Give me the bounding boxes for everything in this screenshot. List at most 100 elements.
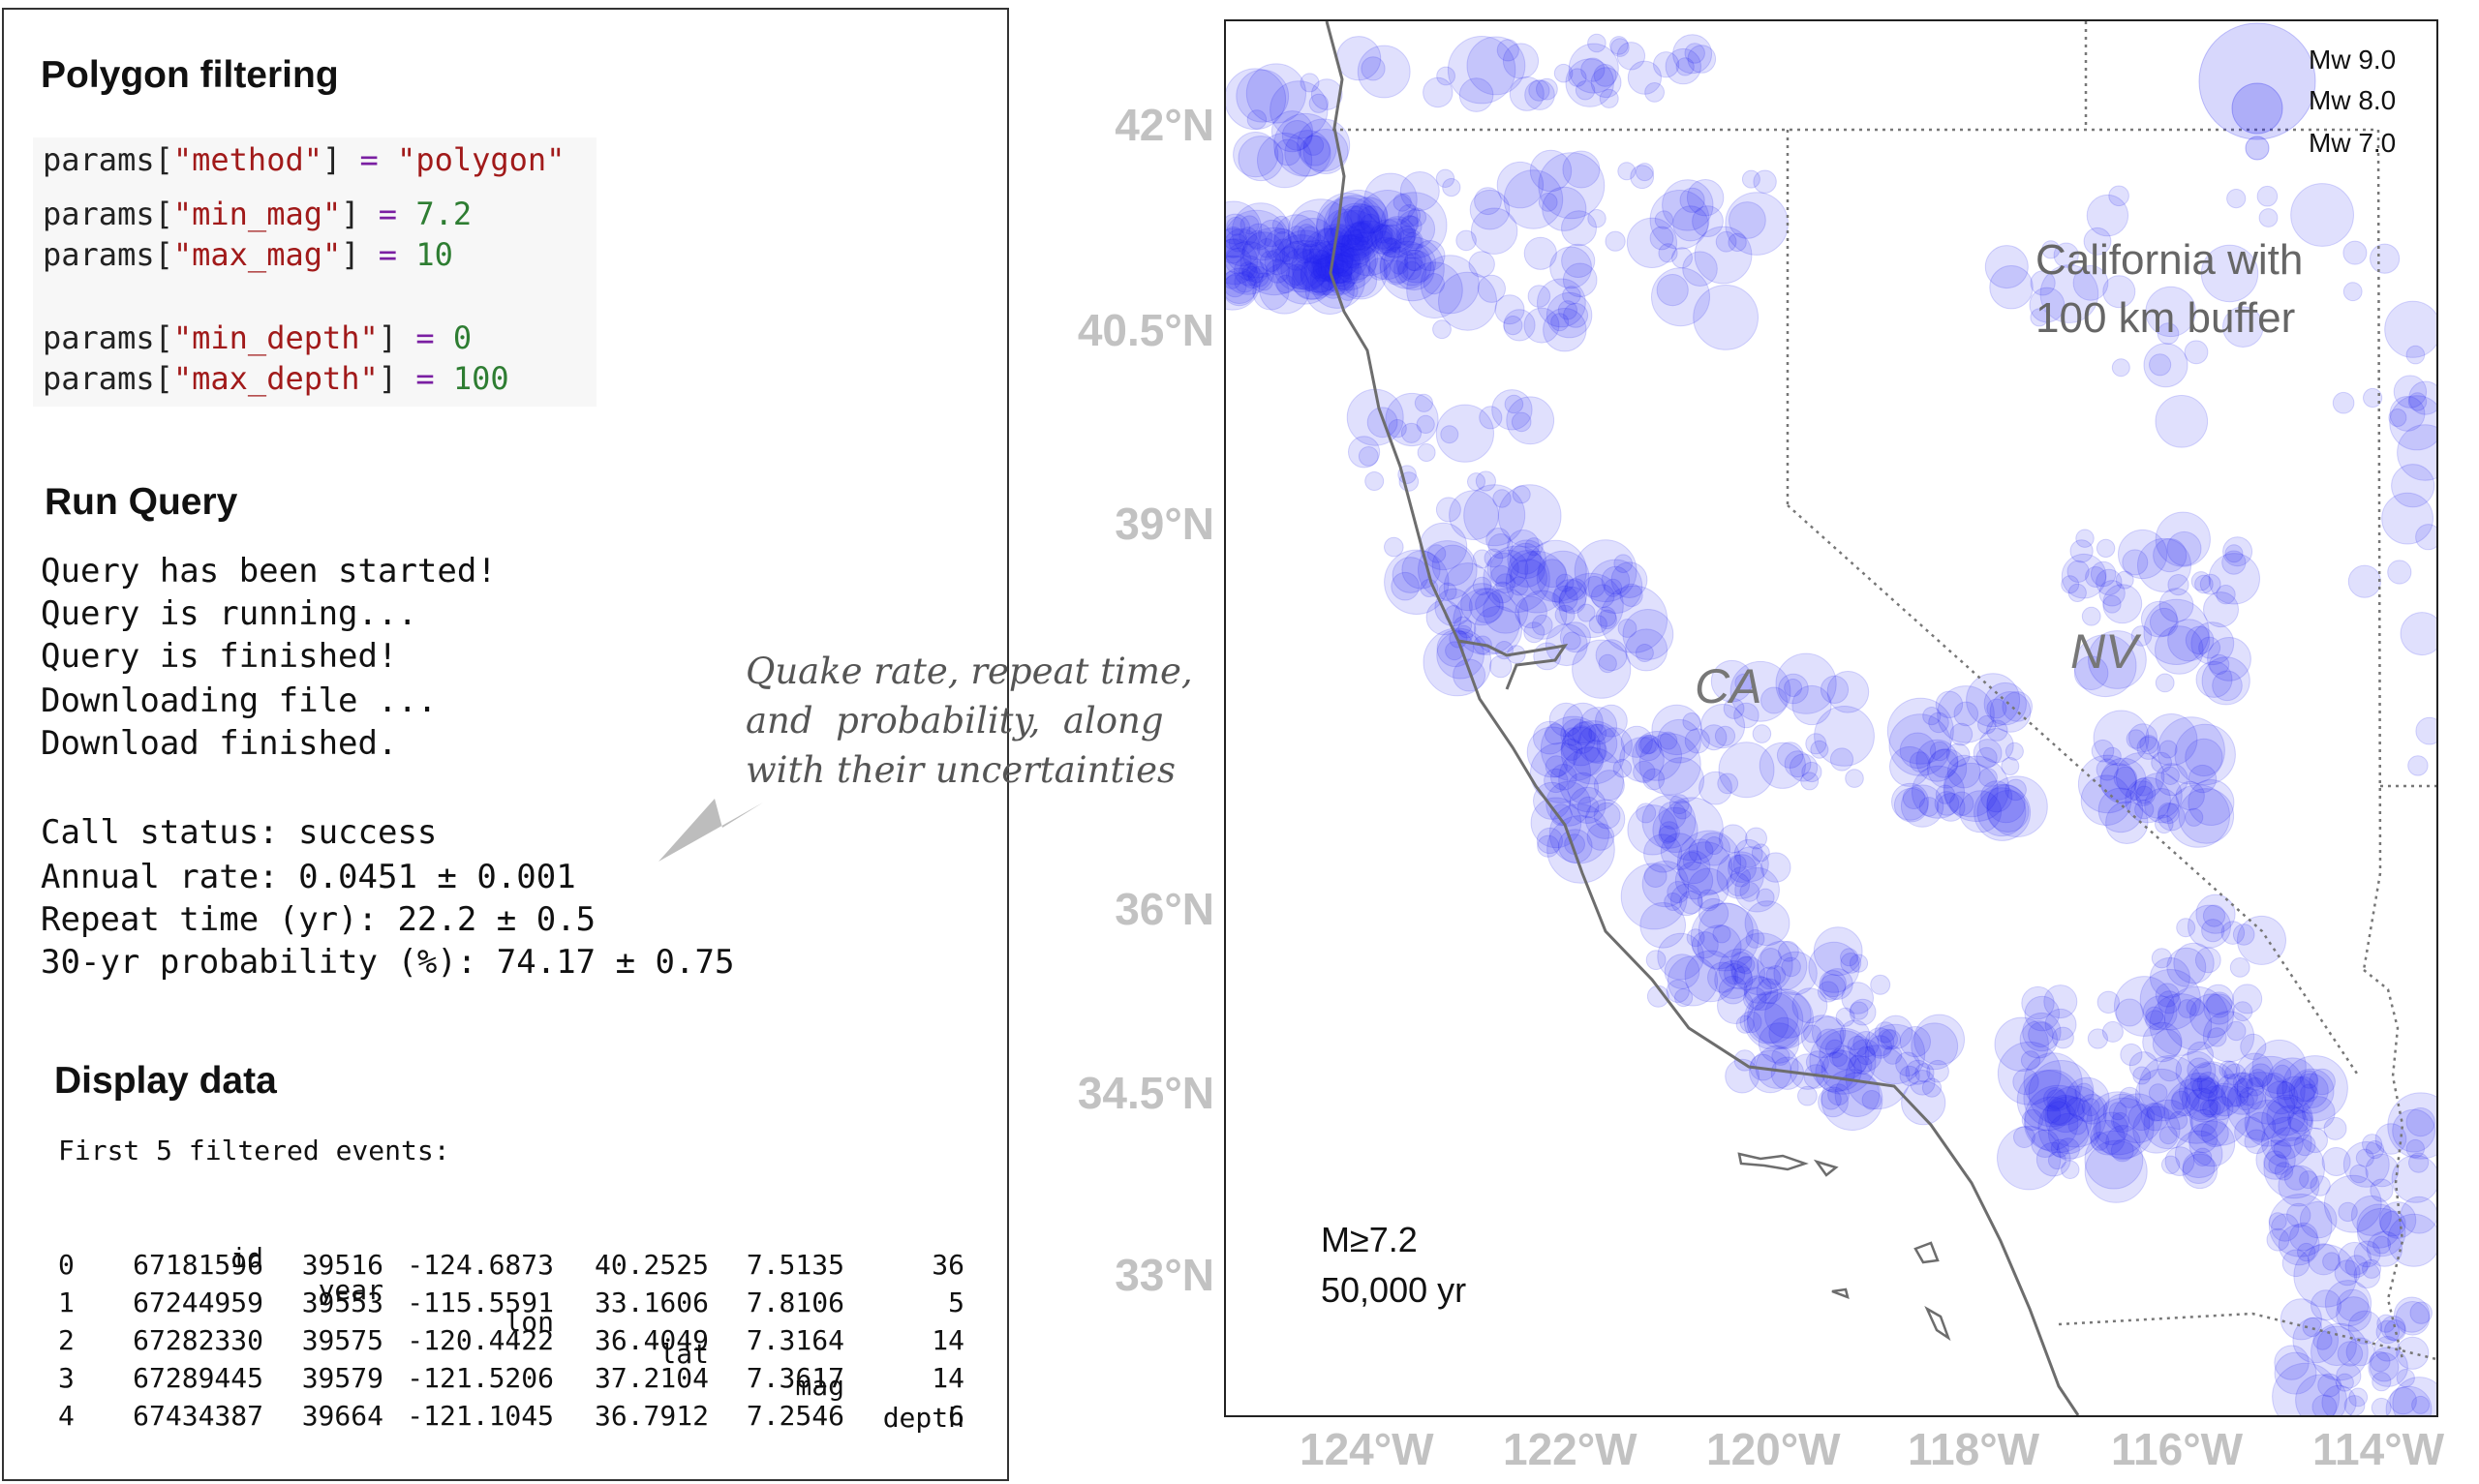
quake-marker (1568, 43, 1619, 94)
quake-marker (1847, 1035, 1869, 1057)
quake-marker (1271, 238, 1296, 262)
quake-marker (1503, 309, 1536, 342)
quake-marker (2021, 985, 2055, 1020)
quake-marker (1524, 79, 1555, 110)
quake-marker (1934, 791, 1960, 816)
quake-marker (2247, 1089, 2267, 1110)
quake-marker (1697, 924, 1742, 970)
quake-marker (1949, 722, 1974, 746)
quake-marker (1913, 1014, 1965, 1066)
quake-marker (1483, 588, 1529, 634)
quake-marker (1986, 784, 2026, 824)
quake-marker (1423, 627, 1492, 697)
quake-marker (1279, 246, 1299, 265)
quake-marker (1664, 954, 1700, 989)
quake-marker (2370, 243, 2401, 274)
quake-marker (1791, 987, 1828, 1024)
earthquake-map[interactable]: Mw 9.0 Mw 8.0 Mw 7.0 California with 100… (1224, 19, 2438, 1417)
quake-marker (1741, 169, 1760, 189)
quake-marker (2264, 1080, 2299, 1115)
quake-marker (1565, 58, 1614, 107)
quake-marker (1986, 698, 2007, 719)
param-key: "min_depth" (172, 319, 379, 356)
lat-label-34-5n: 34.5°N (1077, 1068, 1214, 1118)
quake-marker (1744, 976, 1779, 1012)
quake-marker (1743, 986, 1767, 1012)
quake-marker (2188, 904, 2231, 949)
table-cell: 67244959 (133, 1287, 263, 1318)
quake-marker (2295, 1374, 2347, 1415)
quake-marker (1725, 192, 1789, 256)
quake-marker (2046, 1089, 2067, 1109)
quake-marker (1530, 742, 1591, 803)
quake-marker (1487, 533, 1514, 560)
quake-marker (2115, 998, 2144, 1027)
quake-marker (1507, 539, 1546, 580)
quake-marker (1732, 846, 1769, 883)
quake-marker (1385, 392, 1439, 447)
quake-marker (2293, 1244, 2357, 1308)
quake-marker (2134, 800, 2155, 820)
quake-marker (2099, 763, 2137, 801)
param-value: 100 (452, 360, 509, 397)
quake-marker (2041, 240, 2061, 259)
quake-marker (1311, 274, 1332, 295)
quake-marker (1350, 197, 1389, 235)
quake-marker (1676, 830, 1742, 894)
quake-marker (1435, 168, 1455, 189)
quake-marker (2369, 1351, 2400, 1382)
param-line-max-depth: params["max_depth"] = 100 (43, 360, 509, 397)
quake-marker (1272, 239, 1337, 305)
quake-marker (2350, 1195, 2392, 1236)
quake-marker (1485, 528, 1512, 553)
quake-marker (2246, 1111, 2277, 1142)
quake-marker (2188, 1120, 2236, 1167)
quake-marker (1265, 258, 1290, 284)
quake-marker (1272, 234, 1331, 293)
quake-marker (2157, 716, 2225, 785)
param-key: "max_mag" (172, 236, 342, 273)
quake-marker (2093, 710, 2150, 767)
quake-marker (2408, 380, 2436, 415)
quake-marker (1553, 579, 1587, 613)
quake-marker (2151, 751, 2172, 773)
quake-marker (1436, 66, 1456, 86)
quake-marker (2184, 340, 2209, 365)
quake-marker (1630, 165, 1655, 190)
quake-marker (2392, 1377, 2436, 1415)
quake-marker (1716, 851, 1764, 899)
quake-marker (1300, 226, 1321, 248)
quake-marker (2281, 1055, 2348, 1122)
quake-marker (2046, 1094, 2085, 1134)
quake-marker (1259, 262, 1310, 315)
quake-marker (1643, 864, 1668, 888)
quake-marker (1824, 1039, 1845, 1059)
quake-marker (1684, 43, 1705, 64)
quake-marker (2273, 1139, 2292, 1159)
quake-marker (1558, 829, 1593, 863)
quake-marker (1226, 216, 1245, 236)
quake-marker (2135, 772, 2183, 819)
quake-marker (2102, 594, 2122, 614)
quake-marker (1943, 755, 2009, 822)
quake-marker (1819, 974, 1847, 1001)
lon-label-122w: 122°W (1503, 1424, 1637, 1474)
quake-marker (1300, 135, 1331, 167)
quake-marker (2095, 1111, 2128, 1146)
quake-marker (2145, 286, 2196, 338)
quake-marker (1986, 775, 2048, 838)
quake-marker (2342, 1141, 2390, 1188)
quake-marker (2387, 1213, 2436, 1267)
quake-marker (1819, 970, 1847, 998)
quake-marker (2299, 1070, 2319, 1089)
quake-marker (1936, 793, 1966, 822)
quake-marker (2292, 1317, 2339, 1364)
quake-marker (1595, 639, 1628, 672)
quake-marker (1256, 238, 1277, 258)
quake-marker (2246, 1076, 2265, 1097)
quake-marker (2139, 735, 2159, 755)
quake-marker (2272, 1362, 2341, 1415)
quake-marker (1733, 966, 1753, 985)
params-code-cell[interactable]: params["method"] = "polygon" params["min… (33, 137, 597, 407)
quake-marker (2132, 1105, 2181, 1154)
